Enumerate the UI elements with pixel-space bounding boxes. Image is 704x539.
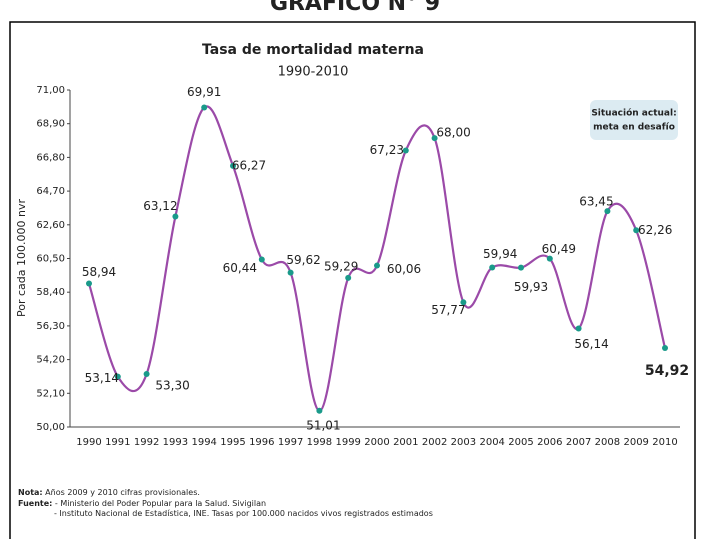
page-title: GRÁFICO N° 9 [270, 0, 440, 16]
marker [662, 345, 668, 352]
marker [374, 262, 380, 269]
source-text: - Ministerio del Poder Popular para la S… [55, 499, 266, 508]
value-label: 69,91 [187, 85, 221, 99]
source-label: Fuente: [18, 499, 52, 508]
value-label: 54,92 [645, 363, 689, 379]
y-tick-label: 58,40 [36, 287, 65, 298]
source: Fuente: - Ministerio del Poder Popular p… [18, 499, 266, 508]
marker [316, 407, 323, 414]
y-tick-label: 64,70 [36, 186, 65, 197]
x-tick-label: 2008 [595, 437, 620, 448]
y-tick-label: 56,30 [36, 321, 65, 332]
x-tick-label: 2001 [393, 437, 418, 448]
marker [604, 208, 611, 215]
value-label: 56,14 [574, 337, 608, 351]
source: - Instituto Nacional de Estadística, INE… [54, 509, 433, 518]
value-label: 62,26 [638, 223, 672, 237]
value-label: 53,30 [155, 379, 189, 393]
value-label: 59,94 [483, 247, 517, 261]
y-tick-label: 52,10 [36, 388, 65, 399]
annotation-box [590, 100, 678, 140]
marker [230, 162, 236, 169]
y-tick-label: 62,60 [36, 220, 65, 231]
value-label: 59,62 [286, 253, 320, 267]
marker [201, 104, 208, 111]
x-tick-label: 1997 [278, 437, 303, 448]
marker [402, 147, 409, 154]
x-tick-label: 1994 [191, 437, 216, 448]
x-tick-label: 1998 [307, 437, 332, 448]
value-label: 58,94 [82, 265, 116, 279]
value-label: 63,12 [143, 199, 177, 213]
marker [143, 371, 150, 378]
x-tick-label: 2010 [652, 437, 677, 448]
marker [345, 274, 352, 281]
x-tick-label: 2004 [479, 437, 504, 448]
note: Nota: Años 2009 y 2010 cifras provisiona… [18, 488, 200, 497]
marker [546, 255, 553, 262]
value-label: 59,93 [514, 280, 548, 294]
chart-subtitle: 1990-2010 [278, 65, 349, 80]
value-label: 63,45 [579, 195, 613, 209]
note-label: Nota: [18, 488, 43, 497]
marker [575, 325, 582, 332]
marker [114, 373, 121, 380]
x-tick-label: 2007 [566, 437, 591, 448]
x-tick-label: 2000 [364, 437, 389, 448]
x-tick-label: 1996 [249, 437, 274, 448]
x-tick-label: 1999 [335, 437, 360, 448]
y-axis-label: Por cada 100.000 nvr [15, 199, 28, 317]
x-tick-label: 1992 [134, 437, 159, 448]
marker [172, 213, 179, 220]
y-tick-label: 66,80 [36, 152, 65, 163]
line [87, 105, 667, 412]
marker [258, 256, 265, 263]
x-tick-label: 2009 [623, 437, 648, 448]
annotation: Situación actual: [591, 108, 676, 119]
value-label: 66,27 [232, 158, 266, 172]
marker [287, 269, 294, 276]
x-tick-label: 1995 [220, 437, 245, 448]
x-tick-label: 2005 [508, 437, 533, 448]
value-label: 51,01 [306, 418, 340, 432]
marker [489, 264, 496, 271]
value-label: 60,49 [542, 242, 576, 256]
value-label: 53,14 [85, 371, 119, 385]
value-label: 60,44 [223, 261, 257, 275]
marker [518, 264, 524, 271]
marker [460, 299, 467, 306]
marker [431, 135, 438, 142]
frame [9, 21, 696, 539]
x-tick-label: 1990 [76, 437, 101, 448]
value-label: 68,00 [436, 126, 470, 140]
y-tick-label: 54,20 [36, 355, 65, 366]
annotation: meta en desafío [593, 123, 675, 133]
chart-title: Tasa de mortalidad materna [202, 42, 424, 58]
y-tick-label: 68,90 [36, 119, 65, 130]
y-tick-label: 50,00 [36, 422, 65, 433]
value-label: 67,23 [370, 143, 404, 157]
x-tick-label: 2003 [451, 437, 476, 448]
value-label: 59,29 [324, 259, 358, 273]
x-tick-label: 2006 [537, 437, 562, 448]
value-label: 60,06 [387, 262, 421, 276]
x-tick-label: 1991 [105, 437, 130, 448]
marker [633, 227, 640, 234]
note-text: Años 2009 y 2010 cifras provisionales. [45, 488, 200, 497]
y-tick-label: 60,50 [36, 254, 65, 265]
y-tick-label: 71,00 [36, 85, 65, 96]
x-tick-label: 2002 [422, 437, 447, 448]
value-label: 57,77 [431, 303, 465, 317]
x-tick-label: 1993 [163, 437, 188, 448]
marker [86, 280, 92, 287]
